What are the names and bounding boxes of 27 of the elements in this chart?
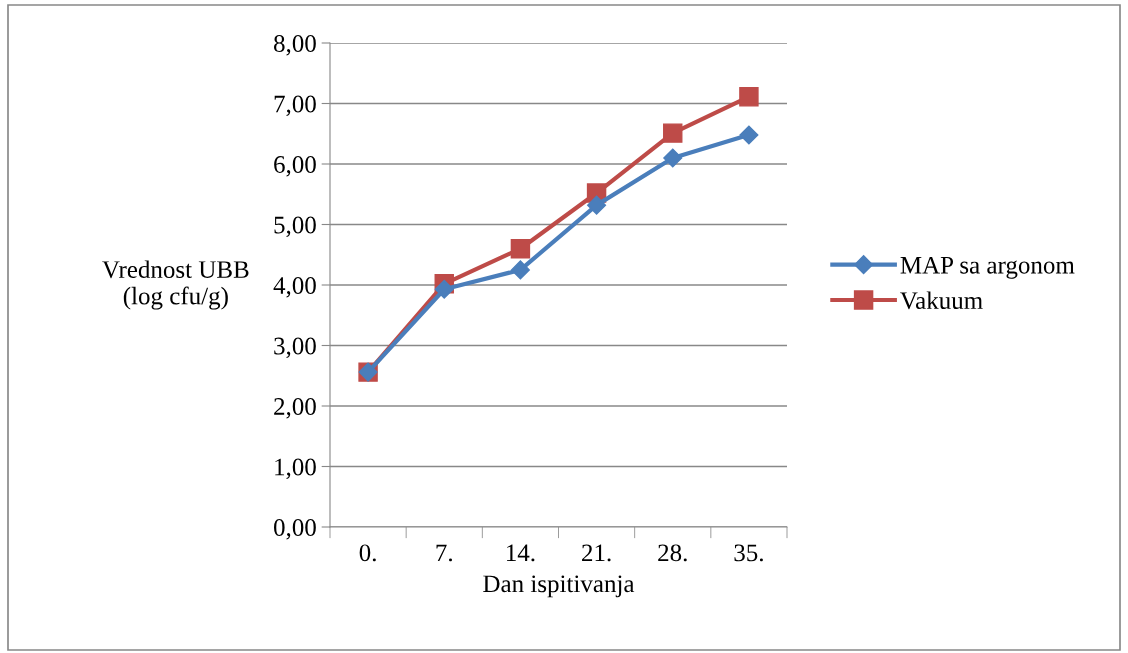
x-tick-label: 0.	[359, 544, 376, 562]
x-tick-label: 14.	[506, 544, 535, 562]
x-tick-label: 7.	[436, 544, 452, 562]
y-tick-label: 0,00	[274, 519, 316, 540]
point	[739, 125, 759, 145]
point	[510, 238, 531, 259]
y-tick-label: 1,00	[275, 458, 316, 480]
legend-label: Vakuum	[900, 291, 983, 310]
point	[663, 148, 683, 168]
y-tick-label: 4,00	[273, 277, 316, 298]
y-tick-label: 8,00	[274, 35, 316, 56]
legend-label: MAP sa argonom	[900, 256, 1075, 279]
x-tick-label: 28.	[658, 544, 687, 562]
point	[587, 195, 607, 215]
y-tick-label: 5,00	[274, 216, 316, 238]
point	[739, 87, 759, 107]
x-tick-label: 35.	[734, 544, 763, 562]
y-tick-label: 3,00	[274, 337, 316, 359]
y-tick-label: 2,00	[274, 398, 316, 419]
point	[434, 279, 454, 299]
point	[663, 123, 683, 143]
y-tick-label: 6,00	[274, 156, 316, 177]
y-axis-title: Vrednost UBB (log cfu/g)	[102, 260, 249, 310]
point	[510, 260, 530, 280]
x-tick-label: 21.	[582, 544, 611, 562]
x-axis-title: Dan ispitivanja	[483, 575, 635, 598]
y-tick-label: 7,00	[274, 95, 316, 117]
